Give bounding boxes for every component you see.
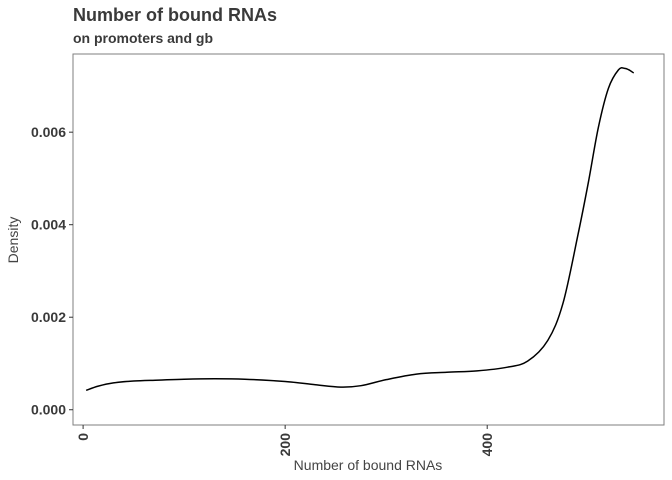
chart-title: Number of bound RNAs [73, 5, 277, 25]
y-axis-title: Density [5, 217, 21, 264]
density-line [85, 67, 635, 392]
plot-panel [72, 53, 665, 426]
x-axis-title: Number of bound RNAs [294, 457, 443, 473]
y-tick-label: 0.000 [31, 402, 66, 418]
x-tick-label: 400 [479, 433, 495, 457]
chart-subtitle: on promoters and gb [73, 30, 213, 46]
x-axis: 0 200 400 [75, 425, 495, 456]
y-axis: 0.000 0.002 0.004 0.006 [31, 124, 73, 418]
y-tick-label: 0.004 [31, 217, 66, 233]
y-tick-label: 0.002 [31, 309, 66, 325]
x-tick-label: 200 [277, 433, 293, 457]
y-tick-label: 0.006 [31, 124, 66, 140]
x-tick-label: 0 [75, 433, 91, 441]
